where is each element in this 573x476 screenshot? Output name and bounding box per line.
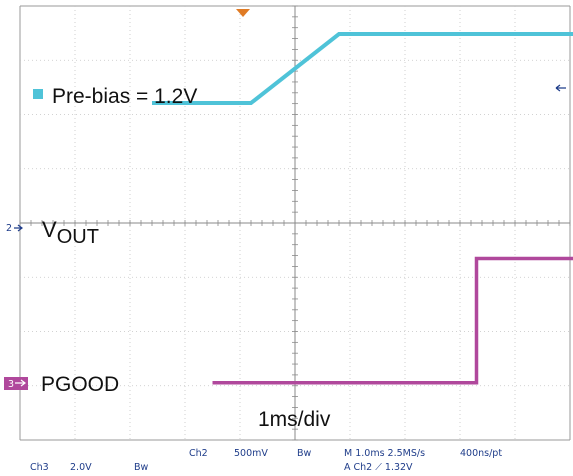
trigger-position-marker (236, 9, 250, 17)
timebase-annotation: 1ms/div (258, 408, 331, 431)
status-ch3: Ch3 (30, 462, 49, 473)
ch2-marker: 2 (6, 223, 12, 234)
status-trigger: A Ch2 ⟋ 1.32V (344, 462, 413, 473)
status-resolution: 400ns/pt (460, 448, 502, 459)
vout-label: VOUT (42, 217, 99, 248)
ch2-marker-arrow (14, 224, 23, 232)
vout-label-main: V (42, 217, 57, 242)
pgood-trace (212, 256, 573, 385)
status-ch2-scale: 500mV (234, 448, 268, 459)
vout-trace (152, 32, 573, 105)
ch3-marker-arrow (15, 379, 26, 387)
prebias-legend-square (33, 89, 43, 99)
status-ch3-scale: 2.0V (70, 462, 92, 473)
graticule (19, 5, 571, 441)
ch3-marker: 3 (8, 379, 14, 390)
status-bw-top: Bw (297, 448, 312, 459)
status-ch2: Ch2 (189, 448, 208, 459)
status-timebase: M 1.0ms 2.5MS/s (344, 448, 425, 459)
vout-label-sub: OUT (57, 226, 99, 248)
prebias-annotation: Pre-bias = 1.2V (52, 85, 197, 108)
trigger-level-arrow (555, 84, 566, 92)
status-bw-bottom: Bw (134, 462, 149, 473)
pgood-label: PGOOD (41, 373, 119, 396)
